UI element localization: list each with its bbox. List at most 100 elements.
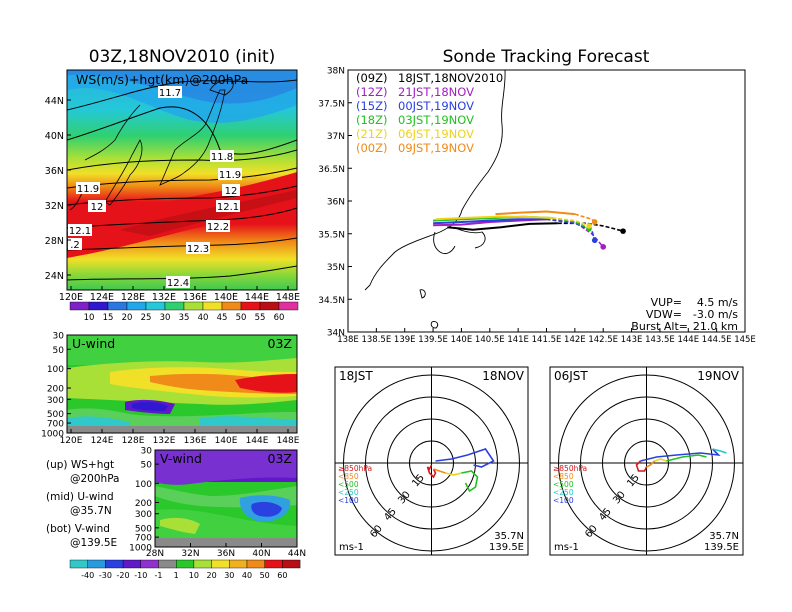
ws-colorbar-label: 55 <box>255 313 266 323</box>
track-lon-ticks: 138E 138.5E 139E 139.5E 140E 140.5E 141E 141.5E… <box>337 328 756 345</box>
hodo-level-label: <250 <box>338 488 359 497</box>
track-line-solid <box>433 218 547 225</box>
track-end-point <box>586 223 592 229</box>
track-lon-tick-label: 141.5E <box>532 335 562 345</box>
svg-text:21JST,18NOV: 21JST,18NOV <box>398 85 474 99</box>
pressure-level-label: 700 <box>135 534 152 544</box>
u-wind-lon-ticks: 120E 124E 128E 132E 136E 140E 144E 148E <box>60 429 300 446</box>
lon-tick-label: 120E <box>59 292 83 303</box>
uv-colorbar: -40 -30 -20 -10 -1 1 10 20 30 40 50 60 <box>69 559 301 580</box>
track-lat-tick-label: 37N <box>327 132 345 142</box>
v-lat-tick-label: 28N <box>146 549 164 559</box>
svg-text:(21Z): (21Z) <box>356 127 388 141</box>
v-lat-tick-label: 44N <box>288 549 306 559</box>
note-bot: (bot) V-wind <box>46 523 110 535</box>
track-end-point <box>600 244 607 250</box>
ws-map-lon-ticks: 120E 124E 128E 132E 136E 140E 144E 148E <box>59 286 300 303</box>
v-lat-tick-label: 40N <box>252 549 270 559</box>
legend-item: (15Z) 00JST,19NOV <box>356 99 474 113</box>
hodo-wind-trace <box>433 468 446 474</box>
svg-text:06JST,19NOV: 06JST,19NOV <box>398 127 474 141</box>
uv-colorbar-label: -30 <box>99 571 112 580</box>
uv-colorbar-swatch <box>122 559 141 569</box>
uv-colorbar-label: 60 <box>277 571 287 580</box>
ws-colorbar-label: 30 <box>160 313 171 323</box>
uv-colorbar-label: -20 <box>117 571 130 580</box>
uv-colorbar-swatch <box>87 559 106 569</box>
hodo-wind-trace <box>435 448 495 468</box>
track-lon-tick-label: 139E <box>394 335 416 345</box>
ws-colorbar-swatch <box>278 301 299 311</box>
track-title: Sonde Tracking Forecast <box>443 47 650 67</box>
pressure-level-label: 30 <box>141 447 153 457</box>
u-lon-tick-label: 136E <box>184 436 207 446</box>
contour-label: 12.1 <box>217 202 239 213</box>
panel-notes: (up) WS+hgt @200hPa (mid) U-wind @35.7N … <box>46 459 120 549</box>
v-wind-lat-ticks: 28N 32N 36N 40N 44N <box>146 543 306 559</box>
ws-colorbar-swatch <box>107 301 128 311</box>
ws-colorbar-swatch <box>183 301 204 311</box>
track-lat-tick-label: 36.5N <box>318 165 345 175</box>
track-lat-tick-label: 38N <box>327 67 345 77</box>
track-lon-tick-label: 138.5E <box>361 335 391 345</box>
svg-text:09JST,19NOV: 09JST,19NOV <box>398 141 474 155</box>
lon-tick-label: 124E <box>90 292 114 303</box>
hodo-wind-trace <box>654 458 667 462</box>
lon-tick-label: 144E <box>245 292 269 303</box>
svg-text:(18Z): (18Z) <box>356 113 388 127</box>
uv-colorbar-label: -10 <box>134 571 147 580</box>
lon-tick-label: 140E <box>214 292 238 303</box>
legend-item: (18Z) 03JST,19NOV <box>356 113 474 127</box>
u-lon-tick-label: 128E <box>122 436 145 446</box>
hodo-lon: 139.5E <box>704 542 739 553</box>
pressure-level-label: 500 <box>47 410 64 420</box>
hodo-wind-trace <box>635 460 648 472</box>
hodo-time: 18JST <box>339 369 373 383</box>
v-lat-tick-label: 36N <box>217 549 235 559</box>
track-lon-tick-label: 143.5E <box>645 335 675 345</box>
u-lon-tick-label: 132E <box>153 436 176 446</box>
ws-colorbar-swatch <box>88 301 109 311</box>
track-lon-tick-label: 145E <box>734 335 756 345</box>
u-wind-frame <box>66 334 298 434</box>
lon-tick-label: 128E <box>121 292 145 303</box>
hodo-lat: 35.7N <box>709 531 739 542</box>
lat-tick-label: 44N <box>45 96 64 107</box>
uv-colorbar-swatch <box>105 559 124 569</box>
hodo-level-label: <100 <box>553 496 574 505</box>
uv-colorbar-swatch <box>282 559 301 569</box>
track-line-solid <box>495 210 575 216</box>
uv-colorbar-swatch <box>193 559 212 569</box>
hodo-level-label: <850 <box>553 472 574 481</box>
svg-text:(15Z): (15Z) <box>356 99 388 113</box>
note-up: (up) WS+hgt <box>46 459 114 471</box>
pressure-level-label: 1000 <box>129 544 152 554</box>
legend-item: (12Z) 21JST,18NOV <box>356 85 474 99</box>
pressure-level-label: 200 <box>135 499 152 509</box>
pressure-level-label: 30 <box>53 332 65 342</box>
uv-colorbar-swatch <box>69 559 88 569</box>
contour-label: 12.2 <box>207 222 229 233</box>
note-mid-sub: @35.7N <box>70 505 112 517</box>
v-wind-field <box>155 450 297 547</box>
hodo-level-label: ≥850hPa <box>553 464 587 473</box>
u-lon-tick-label: 124E <box>91 436 114 446</box>
uv-colorbar-label: 40 <box>242 571 252 580</box>
hodo-date: 19NOV <box>697 369 739 383</box>
track-line-dashed <box>546 218 596 241</box>
hodo-lat: 35.7N <box>494 531 524 542</box>
hodo-wind-trace <box>712 448 727 454</box>
svg-text:(09Z): (09Z) <box>356 71 388 85</box>
ws-colorbar-swatch <box>126 301 147 311</box>
lat-tick-label: 32N <box>45 201 64 212</box>
ws-colorbar-label: 15 <box>103 313 114 323</box>
ws-colorbar-label: 40 <box>198 313 209 323</box>
hodograph-06jst: 06JST 19NOV15304560≥850hPa<850<500<250<10… <box>549 366 744 556</box>
ws-colorbar-swatch <box>164 301 185 311</box>
u-lon-tick-label: 120E <box>60 436 83 446</box>
ws-map-lat-ticks: 44N 40N 36N 32N 28N 24N <box>45 96 71 282</box>
v-wind-time: 03Z <box>268 451 292 466</box>
track-line-solid <box>435 215 553 221</box>
